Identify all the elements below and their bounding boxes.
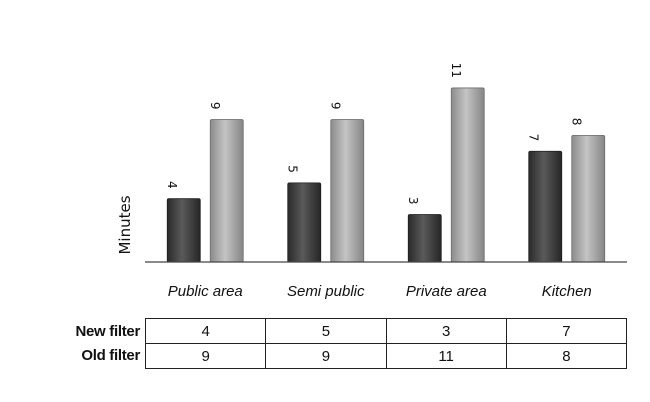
category-label: Kitchen xyxy=(542,283,592,300)
bar-new-filter xyxy=(528,150,563,263)
table-row: 9 9 11 8 xyxy=(144,343,628,369)
data-label: 5 xyxy=(285,165,299,173)
data-label: 9 xyxy=(328,102,342,110)
data-table: 4 5 3 7 9 9 11 8 xyxy=(144,318,628,369)
data-label: 3 xyxy=(406,197,420,205)
bar-old-filter xyxy=(450,87,485,263)
y-axis-label: Minutes xyxy=(116,195,134,254)
bar-new-filter xyxy=(287,182,322,263)
table-cell: 7 xyxy=(505,318,628,344)
category-label: Public area xyxy=(168,283,243,300)
table-cell: 9 xyxy=(144,343,267,369)
bar-old-filter xyxy=(209,119,244,263)
table-row-header-old-filter: Old filter xyxy=(81,347,140,364)
category-label: Semi public xyxy=(287,283,365,300)
bar-old-filter xyxy=(330,119,365,263)
bar-old-filter xyxy=(571,134,606,263)
table-cell: 11 xyxy=(385,343,507,369)
table-row: 4 5 3 7 xyxy=(144,318,628,344)
bar-new-filter xyxy=(166,198,201,263)
table-cell: 9 xyxy=(265,343,387,369)
table-cell: 3 xyxy=(385,318,507,344)
table-row-header-new-filter: New filter xyxy=(75,323,140,340)
data-label: 7 xyxy=(526,134,540,142)
data-label: 9 xyxy=(208,102,222,110)
bar-chart: Minutes 4 9 5 9 3 11 7 8 Public area Semi public… xyxy=(116,63,627,300)
table-cell: 8 xyxy=(505,343,628,369)
category-label: Private area xyxy=(406,283,487,300)
data-label: 11 xyxy=(449,63,463,78)
data-label: 4 xyxy=(165,181,179,189)
table-cell: 5 xyxy=(265,318,387,344)
bar-new-filter xyxy=(407,214,442,263)
data-label: 8 xyxy=(569,118,583,126)
table-cell: 4 xyxy=(144,318,267,344)
